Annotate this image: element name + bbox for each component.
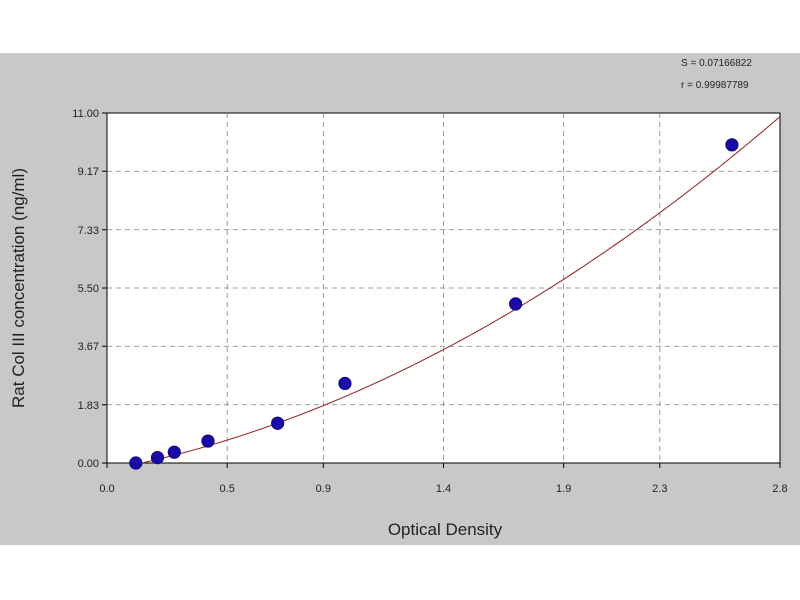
data-point [150,450,165,465]
x-tick-label: 2.8 [772,483,787,495]
y-tick-label: 9.17 [78,166,99,178]
stats-r-value: r = 0.99987789 [681,80,749,91]
data-point [129,456,143,470]
y-tick-label: 0.00 [78,458,99,470]
x-tick-label: 2.3 [652,483,667,495]
y-tick-label: 5.50 [78,283,99,295]
y-axis-title: Rat Col III concentration (ng/ml) [9,168,28,408]
data-point [338,376,352,391]
data-point [509,297,523,311]
stats-s-value: S = 0.07166822 [681,58,752,69]
x-tick-label: 1.9 [556,483,571,495]
x-tick-label: 0.5 [220,483,235,495]
x-tick-label: 0.0 [99,483,114,495]
x-tick-label: 0.9 [316,483,331,495]
data-point [725,138,739,152]
y-tick-label: 7.33 [78,225,99,237]
y-axis-ticks: 0.00 1.83 3.67 5.50 7.33 9.17 11.00 [72,108,107,470]
grid-lines [107,113,780,463]
data-points [129,138,739,470]
x-tick-label: 1.4 [436,483,451,495]
data-point [201,434,215,448]
data-point [167,445,181,459]
y-tick-label: 3.67 [78,341,99,353]
data-point [271,416,285,430]
x-axis-title: Optical Density [388,520,503,539]
fit-curve [143,116,781,464]
y-tick-label: 11.00 [72,108,99,120]
y-tick-label: 1.83 [78,400,99,412]
x-axis-ticks: 0.0 0.5 0.9 1.4 1.9 2.3 2.8 [99,463,788,495]
